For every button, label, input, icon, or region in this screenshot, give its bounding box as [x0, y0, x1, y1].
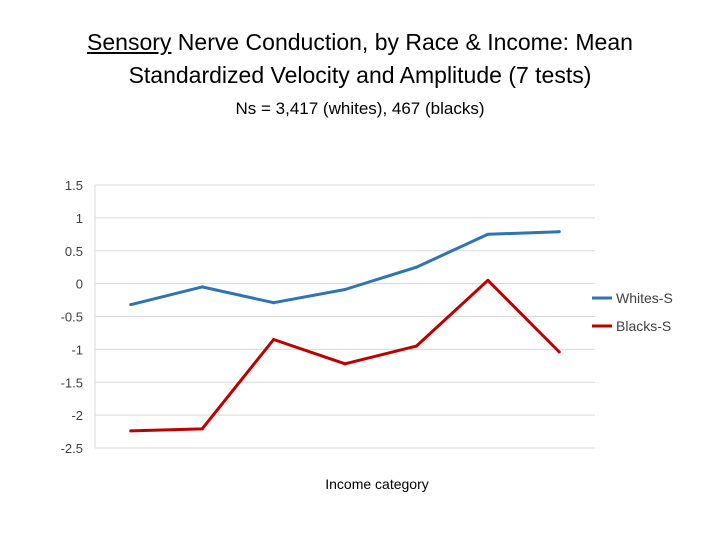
data-point — [343, 288, 347, 292]
data-point — [486, 232, 490, 236]
data-point — [557, 230, 561, 234]
y-tick-label: -2 — [71, 408, 83, 423]
legend-label: Blacks-S — [616, 318, 671, 334]
chart-title-line-2: Standardized Velocity and Amplitude (7 t… — [128, 62, 592, 88]
chart-subtitle: Ns = 3,417 (whites), 467 (blacks) — [235, 99, 485, 118]
y-tick-label: -0.5 — [61, 310, 83, 325]
data-point — [343, 362, 347, 366]
y-tick-label: 0.5 — [65, 244, 83, 259]
data-point — [486, 278, 490, 282]
y-tick-label: 1.5 — [65, 178, 83, 193]
y-tick-label: 1 — [76, 211, 83, 226]
chart-title-block: Sensory Nerve Conduction, by Race & Inco… — [0, 26, 720, 120]
series-lines — [129, 230, 561, 433]
data-point — [129, 429, 133, 433]
data-point — [557, 350, 561, 354]
y-tick-label: -2.5 — [61, 441, 83, 456]
y-tick-label: 0 — [76, 277, 83, 292]
data-point — [272, 338, 276, 342]
y-axis-tick-labels: 1.5 1 0.5 0 -0.5 -1 -1.5 -2 -2.5 — [61, 178, 83, 456]
chart-title-line-1: Sensory Nerve Conduction, by Race & Inco… — [0, 26, 720, 59]
legend: Whites-S Blacks-S — [592, 290, 673, 334]
data-point — [272, 301, 276, 305]
legend-label: Whites-S — [616, 290, 673, 306]
data-point — [200, 285, 204, 289]
data-point — [414, 265, 418, 269]
data-point — [414, 344, 418, 348]
series-line-blacks-s — [130, 278, 561, 433]
x-axis-label: Income category — [325, 476, 429, 492]
chart-title-underlined-word: Sensory — [87, 29, 172, 55]
y-tick-label: -1.5 — [61, 375, 83, 390]
chart-title-line-1-rest: Nerve Conduction, by Race & Income: Mean — [171, 29, 633, 55]
data-point — [200, 427, 204, 431]
y-tick-label: -1 — [71, 342, 83, 357]
data-point — [129, 303, 133, 307]
grid-lines — [94, 184, 595, 449]
series-line-whites-s — [130, 230, 560, 307]
